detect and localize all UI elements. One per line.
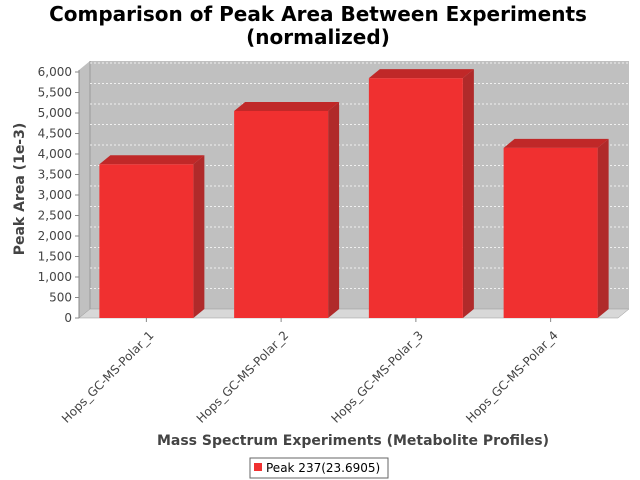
bar — [234, 101, 340, 318]
legend-label: Peak 237(23.6905) — [266, 461, 380, 475]
bar-side — [597, 138, 609, 318]
y-tick-label: 5,000 — [38, 106, 72, 120]
y-axis: 0 500 1,000 1,500 2,000 2,500 3,000 3,500 4,000 4… — [38, 65, 80, 325]
bar-front — [234, 110, 329, 318]
x-tick-label: Hops_GC-MS-Polar_3 — [328, 328, 426, 426]
x-axis-label: Mass Spectrum Experiments (Metabolite Pr… — [157, 433, 549, 449]
y-tick-label: 1,500 — [38, 250, 72, 264]
chart-title-line-2: (normalized) — [246, 25, 390, 49]
x-tick-label: Hops_GC-MS-Polar_1 — [59, 328, 157, 426]
y-tick-label: 3,000 — [38, 188, 72, 202]
bar — [503, 138, 609, 318]
y-tick-label: 5,500 — [38, 86, 72, 100]
x-tick-label: Hops_GC-MS-Polar_4 — [463, 328, 561, 426]
plot-back-wall — [79, 61, 629, 318]
x-axis: Hops_GC-MS-Polar_1 Hops_GC-MS-Polar_2 Hops… — [59, 318, 561, 426]
y-tick-label: 4,500 — [38, 127, 72, 141]
bar-top — [503, 138, 609, 148]
legend-border — [249, 457, 389, 479]
bar-side — [193, 155, 205, 318]
y-tick-label: 4,000 — [38, 147, 72, 161]
bar-top — [368, 69, 474, 79]
y-tick-label: 3,500 — [38, 168, 72, 182]
bar-side — [462, 69, 474, 319]
bar — [368, 69, 474, 319]
chart-title-line-1: Comparison of Peak Area Between Experime… — [49, 2, 587, 26]
y-tick-label: 1,000 — [38, 270, 72, 284]
legend-swatch — [254, 463, 262, 471]
bar-side — [328, 101, 340, 318]
bars — [99, 69, 609, 319]
y-axis-label: Peak Area (1e-3) — [12, 123, 28, 256]
bar — [99, 155, 205, 318]
legend: Peak 237(23.6905) — [249, 457, 389, 479]
bar-top — [99, 155, 205, 165]
bar-front — [99, 164, 194, 318]
x-tick-label: Hops_GC-MS-Polar_2 — [194, 328, 292, 426]
y-tick-label: 0 — [64, 311, 72, 325]
y-tick-label: 6,000 — [38, 65, 72, 79]
bar-front — [368, 78, 463, 319]
bar-top — [234, 101, 340, 111]
bar-front — [503, 147, 598, 318]
y-tick-label: 500 — [49, 291, 72, 305]
y-tick-label: 2,500 — [38, 209, 72, 223]
y-tick-label: 2,000 — [38, 229, 72, 243]
